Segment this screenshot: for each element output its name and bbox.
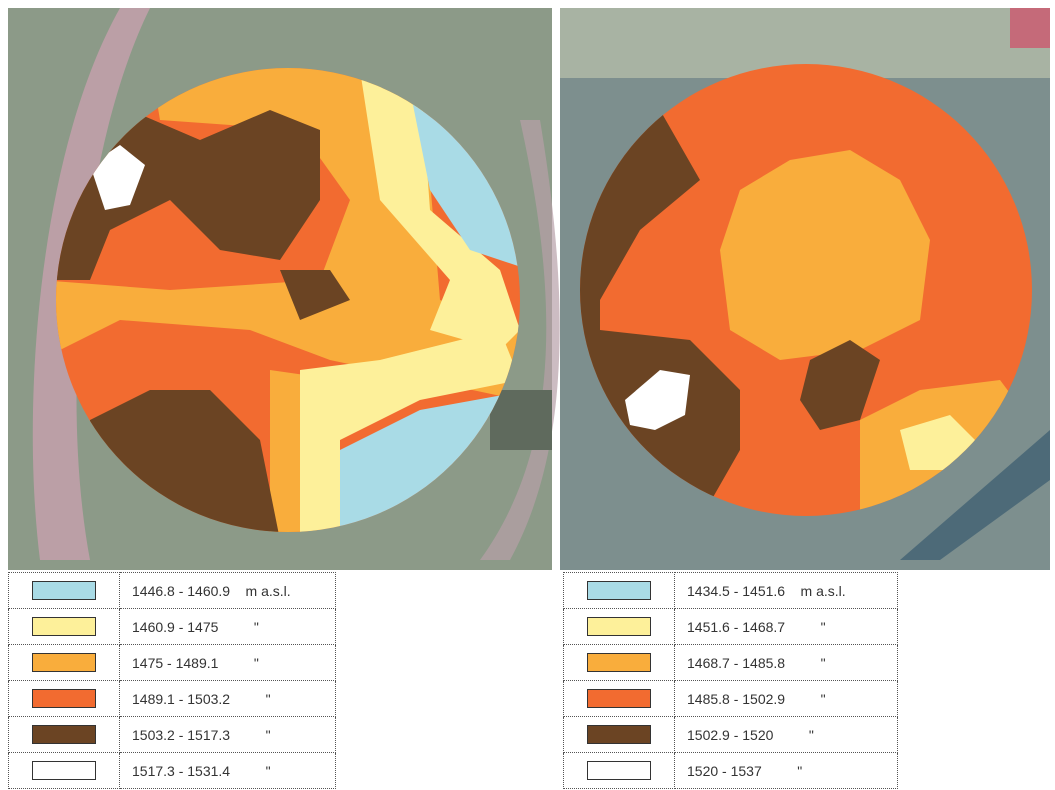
legend-unit: " bbox=[781, 727, 841, 743]
legend-unit: " bbox=[226, 655, 286, 671]
legend-row: 1468.7 - 1485.8 " bbox=[564, 645, 898, 681]
legend-row: 1460.9 - 1475 " bbox=[9, 609, 336, 645]
legend-label-cell: 1446.8 - 1460.9 m a.s.l. bbox=[120, 573, 336, 609]
legend-swatch-cell bbox=[564, 609, 675, 645]
legend-unit: " bbox=[226, 619, 286, 635]
legend-unit: " bbox=[238, 763, 298, 779]
legend-swatch-cell bbox=[9, 573, 120, 609]
legend-range: 1468.7 - 1485.8 bbox=[687, 655, 785, 671]
legend-swatch-cell bbox=[9, 645, 120, 681]
legend-swatch bbox=[32, 653, 96, 672]
legend-range: 1485.8 - 1502.9 bbox=[687, 691, 785, 707]
legend-row: 1434.5 - 1451.6 m a.s.l. bbox=[564, 573, 898, 609]
maps bbox=[0, 0, 1055, 572]
legend-label-cell: 1489.1 - 1503.2 " bbox=[120, 681, 336, 717]
legend-range: 1520 - 1537 bbox=[687, 763, 762, 779]
legend-label-cell: 1451.6 - 1468.7 " bbox=[675, 609, 898, 645]
legend-range: 1451.6 - 1468.7 bbox=[687, 619, 785, 635]
legend-label-cell: 1520 - 1537 " bbox=[675, 753, 898, 789]
legend-swatch bbox=[32, 725, 96, 744]
legend-row: 1475 - 1489.1 " bbox=[9, 645, 336, 681]
legend-swatch bbox=[587, 725, 651, 744]
legend-swatch-cell bbox=[9, 753, 120, 789]
legend-swatch-cell bbox=[564, 681, 675, 717]
legend-unit: m a.s.l. bbox=[793, 583, 853, 599]
legend-row: 1485.8 - 1502.9 " bbox=[564, 681, 898, 717]
legend-range: 1460.9 - 1475 bbox=[132, 619, 218, 635]
legend-row: 1517.3 - 1531.4 " bbox=[9, 753, 336, 789]
legend-swatch bbox=[32, 581, 96, 600]
legend-swatch bbox=[587, 653, 651, 672]
legend-row: 1520 - 1537 " bbox=[564, 753, 898, 789]
legend-swatch-cell bbox=[9, 717, 120, 753]
legend-swatch bbox=[587, 581, 651, 600]
legend-label-cell: 1485.8 - 1502.9 " bbox=[675, 681, 898, 717]
legend-swatch-cell bbox=[564, 753, 675, 789]
legend-label-cell: 1503.2 - 1517.3 " bbox=[120, 717, 336, 753]
legend-unit: " bbox=[793, 691, 853, 707]
legend-swatch-cell bbox=[564, 717, 675, 753]
legend-swatch bbox=[587, 617, 651, 636]
legend-label-cell: 1434.5 - 1451.6 m a.s.l. bbox=[675, 573, 898, 609]
legend-row: 1451.6 - 1468.7 " bbox=[564, 609, 898, 645]
legend-row: 1502.9 - 1520 " bbox=[564, 717, 898, 753]
legend-swatch bbox=[32, 761, 96, 780]
legend-unit: " bbox=[793, 655, 853, 671]
legend-label-cell: 1460.9 - 1475 " bbox=[120, 609, 336, 645]
legend-swatch bbox=[587, 761, 651, 780]
legend-range: 1446.8 - 1460.9 bbox=[132, 583, 230, 599]
legend-label-cell: 1468.7 - 1485.8 " bbox=[675, 645, 898, 681]
legend-range: 1517.3 - 1531.4 bbox=[132, 763, 230, 779]
legend-swatch-cell bbox=[9, 681, 120, 717]
legend-label-cell: 1502.9 - 1520 " bbox=[675, 717, 898, 753]
legend-range: 1489.1 - 1503.2 bbox=[132, 691, 230, 707]
legend-label-cell: 1517.3 - 1531.4 " bbox=[120, 753, 336, 789]
legend-range: 1503.2 - 1517.3 bbox=[132, 727, 230, 743]
legend-swatch bbox=[587, 689, 651, 708]
legend-unit: " bbox=[770, 763, 830, 779]
legend-swatch-cell bbox=[564, 573, 675, 609]
legend-swatch bbox=[32, 617, 96, 636]
legend-row: 1489.1 - 1503.2 " bbox=[9, 681, 336, 717]
legend-unit: m a.s.l. bbox=[238, 583, 298, 599]
legend-row: 1503.2 - 1517.3 " bbox=[9, 717, 336, 753]
page: 1446.8 - 1460.9m a.s.l.1460.9 - 1475"147… bbox=[0, 0, 1055, 790]
legend-row: 1446.8 - 1460.9 m a.s.l. bbox=[9, 573, 336, 609]
legend-unit: " bbox=[793, 619, 853, 635]
legend-label-cell: 1475 - 1489.1 " bbox=[120, 645, 336, 681]
legend-swatch-cell bbox=[9, 609, 120, 645]
legend-swatch-cell bbox=[564, 645, 675, 681]
legend-range: 1502.9 - 1520 bbox=[687, 727, 773, 743]
legend-unit: " bbox=[238, 727, 298, 743]
legend-swatch bbox=[32, 689, 96, 708]
legend-range: 1434.5 - 1451.6 bbox=[687, 583, 785, 599]
legend-unit: " bbox=[238, 691, 298, 707]
legend-range: 1475 - 1489.1 bbox=[132, 655, 218, 671]
